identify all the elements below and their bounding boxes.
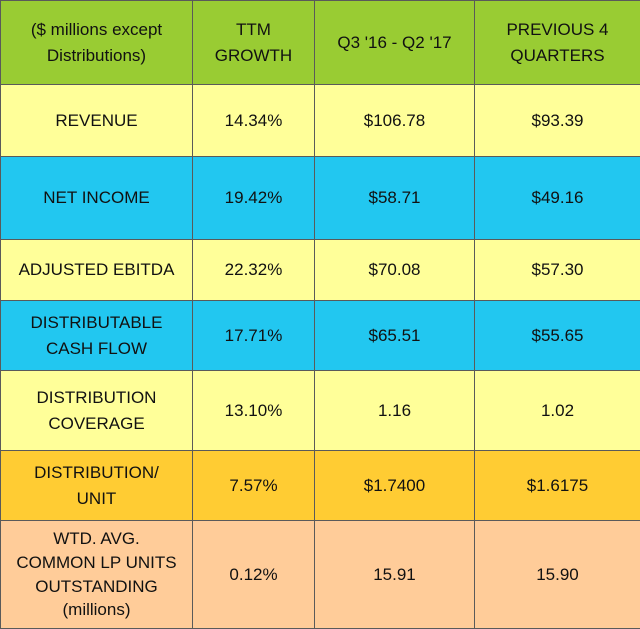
row-label: DISTRIBUTION COVERAGE [1, 371, 193, 451]
row-label: WTD. AVG. COMMON LP UNITS OUTSTANDING (m… [1, 521, 193, 629]
table-row: ADJUSTED EBITDA 22.32% $70.08 $57.30 [1, 240, 640, 301]
header-cell-previous-period: PREVIOUS 4 QUARTERS [475, 1, 640, 85]
table-row: DISTRIBUTION/ UNIT 7.57% $1.7400 $1.6175 [1, 451, 640, 521]
ttm-growth-cell: 13.10% [193, 371, 315, 451]
current-period-cell: $58.71 [315, 157, 475, 240]
header-cell-current-period: Q3 '16 - Q2 '17 [315, 1, 475, 85]
header-row: ($ millions except Distributions) TTM GR… [1, 1, 640, 85]
header-cell-metric: ($ millions except Distributions) [1, 1, 193, 85]
previous-period-cell: 15.90 [475, 521, 640, 629]
previous-period-cell: $93.39 [475, 85, 640, 157]
ttm-growth-cell: 19.42% [193, 157, 315, 240]
table-row: NET INCOME 19.42% $58.71 $49.16 [1, 157, 640, 240]
table-row: REVENUE 14.34% $106.78 $93.39 [1, 85, 640, 157]
previous-period-cell: $49.16 [475, 157, 640, 240]
ttm-growth-cell: 17.71% [193, 301, 315, 371]
row-label: DISTRIBUTION/ UNIT [1, 451, 193, 521]
ttm-growth-cell: 7.57% [193, 451, 315, 521]
table-row: DISTRIBUTION COVERAGE 13.10% 1.16 1.02 [1, 371, 640, 451]
current-period-cell: 1.16 [315, 371, 475, 451]
ttm-growth-cell: 0.12% [193, 521, 315, 629]
row-label: REVENUE [1, 85, 193, 157]
current-period-cell: $1.7400 [315, 451, 475, 521]
row-label: ADJUSTED EBITDA [1, 240, 193, 301]
previous-period-cell: 1.02 [475, 371, 640, 451]
ttm-growth-cell: 22.32% [193, 240, 315, 301]
previous-period-cell: $1.6175 [475, 451, 640, 521]
table-row: WTD. AVG. COMMON LP UNITS OUTSTANDING (m… [1, 521, 640, 629]
previous-period-cell: $57.30 [475, 240, 640, 301]
current-period-cell: $106.78 [315, 85, 475, 157]
table-row: DISTRIBUTABLE CASH FLOW 17.71% $65.51 $5… [1, 301, 640, 371]
row-label: NET INCOME [1, 157, 193, 240]
current-period-cell: $65.51 [315, 301, 475, 371]
row-label: DISTRIBUTABLE CASH FLOW [1, 301, 193, 371]
previous-period-cell: $55.65 [475, 301, 640, 371]
current-period-cell: $70.08 [315, 240, 475, 301]
current-period-cell: 15.91 [315, 521, 475, 629]
header-cell-ttm-growth: TTM GROWTH [193, 1, 315, 85]
ttm-growth-cell: 14.34% [193, 85, 315, 157]
